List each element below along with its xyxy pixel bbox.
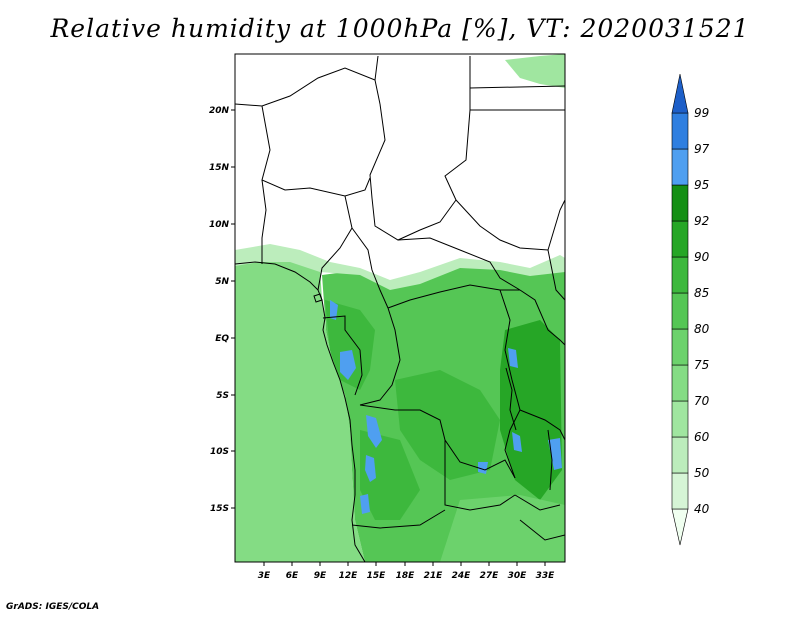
humidity-zone-sahel-fringe bbox=[235, 244, 565, 290]
colorbar-swatch-60-70 bbox=[671, 400, 689, 438]
colorbar-label: 70 bbox=[694, 394, 710, 408]
colorbar-cap-top bbox=[671, 73, 689, 114]
border-cameroon-car bbox=[351, 227, 389, 309]
lat-label: 20N bbox=[209, 106, 230, 116]
lon-label: 18E bbox=[396, 571, 416, 581]
lat-label: 5N bbox=[215, 277, 229, 287]
border-car-drc bbox=[387, 284, 520, 309]
humidity-zone-southeast bbox=[440, 495, 565, 562]
lon-axis bbox=[263, 562, 546, 566]
humidity-patch-gabon bbox=[330, 300, 338, 320]
border-sudan-ssudan bbox=[455, 199, 565, 251]
lon-label: 12E bbox=[339, 571, 359, 581]
colorbar-label: 97 bbox=[694, 142, 710, 156]
border-angola-zambia bbox=[444, 440, 516, 511]
colorbar-label: 95 bbox=[694, 178, 709, 192]
humidity-patch-angola-b bbox=[365, 455, 376, 482]
lon-label: 24E bbox=[452, 571, 472, 581]
credit-text: GrADS: IGES/COLA bbox=[6, 602, 100, 612]
border-zambia-zimbabwe bbox=[514, 494, 561, 511]
border-libya-chad bbox=[374, 55, 379, 81]
colorbar-swatch-70-75 bbox=[671, 364, 689, 402]
colorbar-label: 85 bbox=[694, 286, 709, 300]
lon-label: 27E bbox=[480, 571, 500, 581]
humidity-patch-angola-a bbox=[366, 415, 382, 448]
colorbar-label: 75 bbox=[694, 358, 709, 372]
lon-label: 15E bbox=[367, 571, 387, 581]
colorbar-label: 80 bbox=[694, 322, 710, 336]
lat-label: 15S bbox=[210, 504, 229, 514]
colorbar-label: 92 bbox=[694, 214, 709, 228]
colorbar-swatch-50-60 bbox=[671, 436, 689, 474]
coastline-west-africa bbox=[235, 261, 366, 562]
colorbar-swatch-97-99 bbox=[671, 112, 689, 150]
lat-label: 10S bbox=[210, 447, 229, 457]
border-lake-tanganyika bbox=[505, 367, 517, 431]
lat-label: 15N bbox=[209, 163, 230, 173]
lat-labels: 20N 15N 10N 5N EQ 5S 10S 15S bbox=[209, 106, 230, 514]
humidity-patch-rift-south bbox=[512, 432, 522, 452]
colorbar-label: 50 bbox=[694, 466, 710, 480]
border-congo-drc bbox=[359, 307, 401, 406]
humidity-zone-atlantic bbox=[235, 255, 365, 562]
country-borders bbox=[235, 55, 565, 562]
humidity-patch-congo-coast bbox=[340, 350, 356, 380]
border-uganda-kenya bbox=[519, 289, 565, 346]
map-frame bbox=[234, 53, 566, 563]
lake-volta-outline bbox=[313, 293, 323, 303]
border-angola-namibia bbox=[351, 509, 446, 529]
border-mozambique bbox=[519, 519, 565, 541]
colorbar-label: 40 bbox=[694, 502, 710, 516]
humidity-patch-angola-c bbox=[360, 494, 370, 514]
colorbar-labels: 40 50 60 70 75 80 85 90 92 95 97 99 bbox=[694, 106, 710, 516]
border-egypt-north bbox=[469, 85, 565, 89]
colorbar-label: 99 bbox=[694, 106, 709, 120]
colorbar-swatch-75-80 bbox=[671, 328, 689, 366]
lon-label: 9E bbox=[314, 571, 327, 581]
humidity-zone-red-sea bbox=[505, 54, 565, 88]
colorbar-label: 60 bbox=[694, 430, 710, 444]
colorbar-label: 90 bbox=[694, 250, 710, 264]
colorbar-cap-bottom bbox=[671, 508, 689, 546]
lat-label: 5S bbox=[216, 391, 229, 401]
colorbar-swatch-40-50 bbox=[671, 472, 689, 510]
lon-label: 30E bbox=[508, 571, 528, 581]
colorbar-swatch-85-90 bbox=[671, 256, 689, 294]
border-lake-malawi bbox=[547, 429, 553, 491]
humidity-field bbox=[235, 54, 565, 562]
lon-label: 21E bbox=[424, 571, 444, 581]
colorbar-swatch-80-85 bbox=[671, 292, 689, 330]
humidity-patch-rift-north bbox=[508, 348, 518, 368]
lon-label: 6E bbox=[286, 571, 299, 581]
border-ssudan-east bbox=[547, 249, 565, 301]
lon-labels: 3E 6E 9E 12E 15E 18E 21E 24E 27E 30E 33E bbox=[258, 571, 555, 581]
lat-label: 10N bbox=[209, 220, 230, 230]
border-gabon-congo bbox=[322, 315, 363, 396]
border-car-sudan bbox=[397, 237, 521, 291]
border-nigeria-benin bbox=[261, 179, 267, 264]
lon-label: 33E bbox=[536, 571, 556, 581]
humidity-zone-core-west bbox=[325, 300, 375, 390]
humidity-zone-core-basin bbox=[395, 370, 500, 480]
border-drc-east bbox=[499, 289, 521, 479]
lat-label: EQ bbox=[215, 334, 229, 344]
humidity-patch-malawi bbox=[548, 438, 562, 470]
border-niger-nigeria bbox=[261, 105, 371, 197]
map-panel bbox=[235, 54, 565, 562]
lat-axis bbox=[231, 109, 235, 509]
map-title: Relative humidity at 1000hPa [%], VT: 20… bbox=[50, 14, 750, 43]
colorbar-swatch-95-97 bbox=[671, 148, 689, 186]
border-chad-sudan bbox=[369, 103, 471, 241]
border-tanzania-zambia bbox=[519, 409, 565, 441]
colorbar-swatch-92-95 bbox=[671, 184, 689, 222]
humidity-patch-zambia bbox=[478, 462, 488, 474]
border-nigeria-cameroon bbox=[317, 195, 353, 291]
humidity-zone-angola bbox=[360, 430, 420, 520]
lon-label: 3E bbox=[258, 571, 271, 581]
colorbar bbox=[671, 73, 689, 546]
colorbar-swatch-90-92 bbox=[671, 220, 689, 258]
